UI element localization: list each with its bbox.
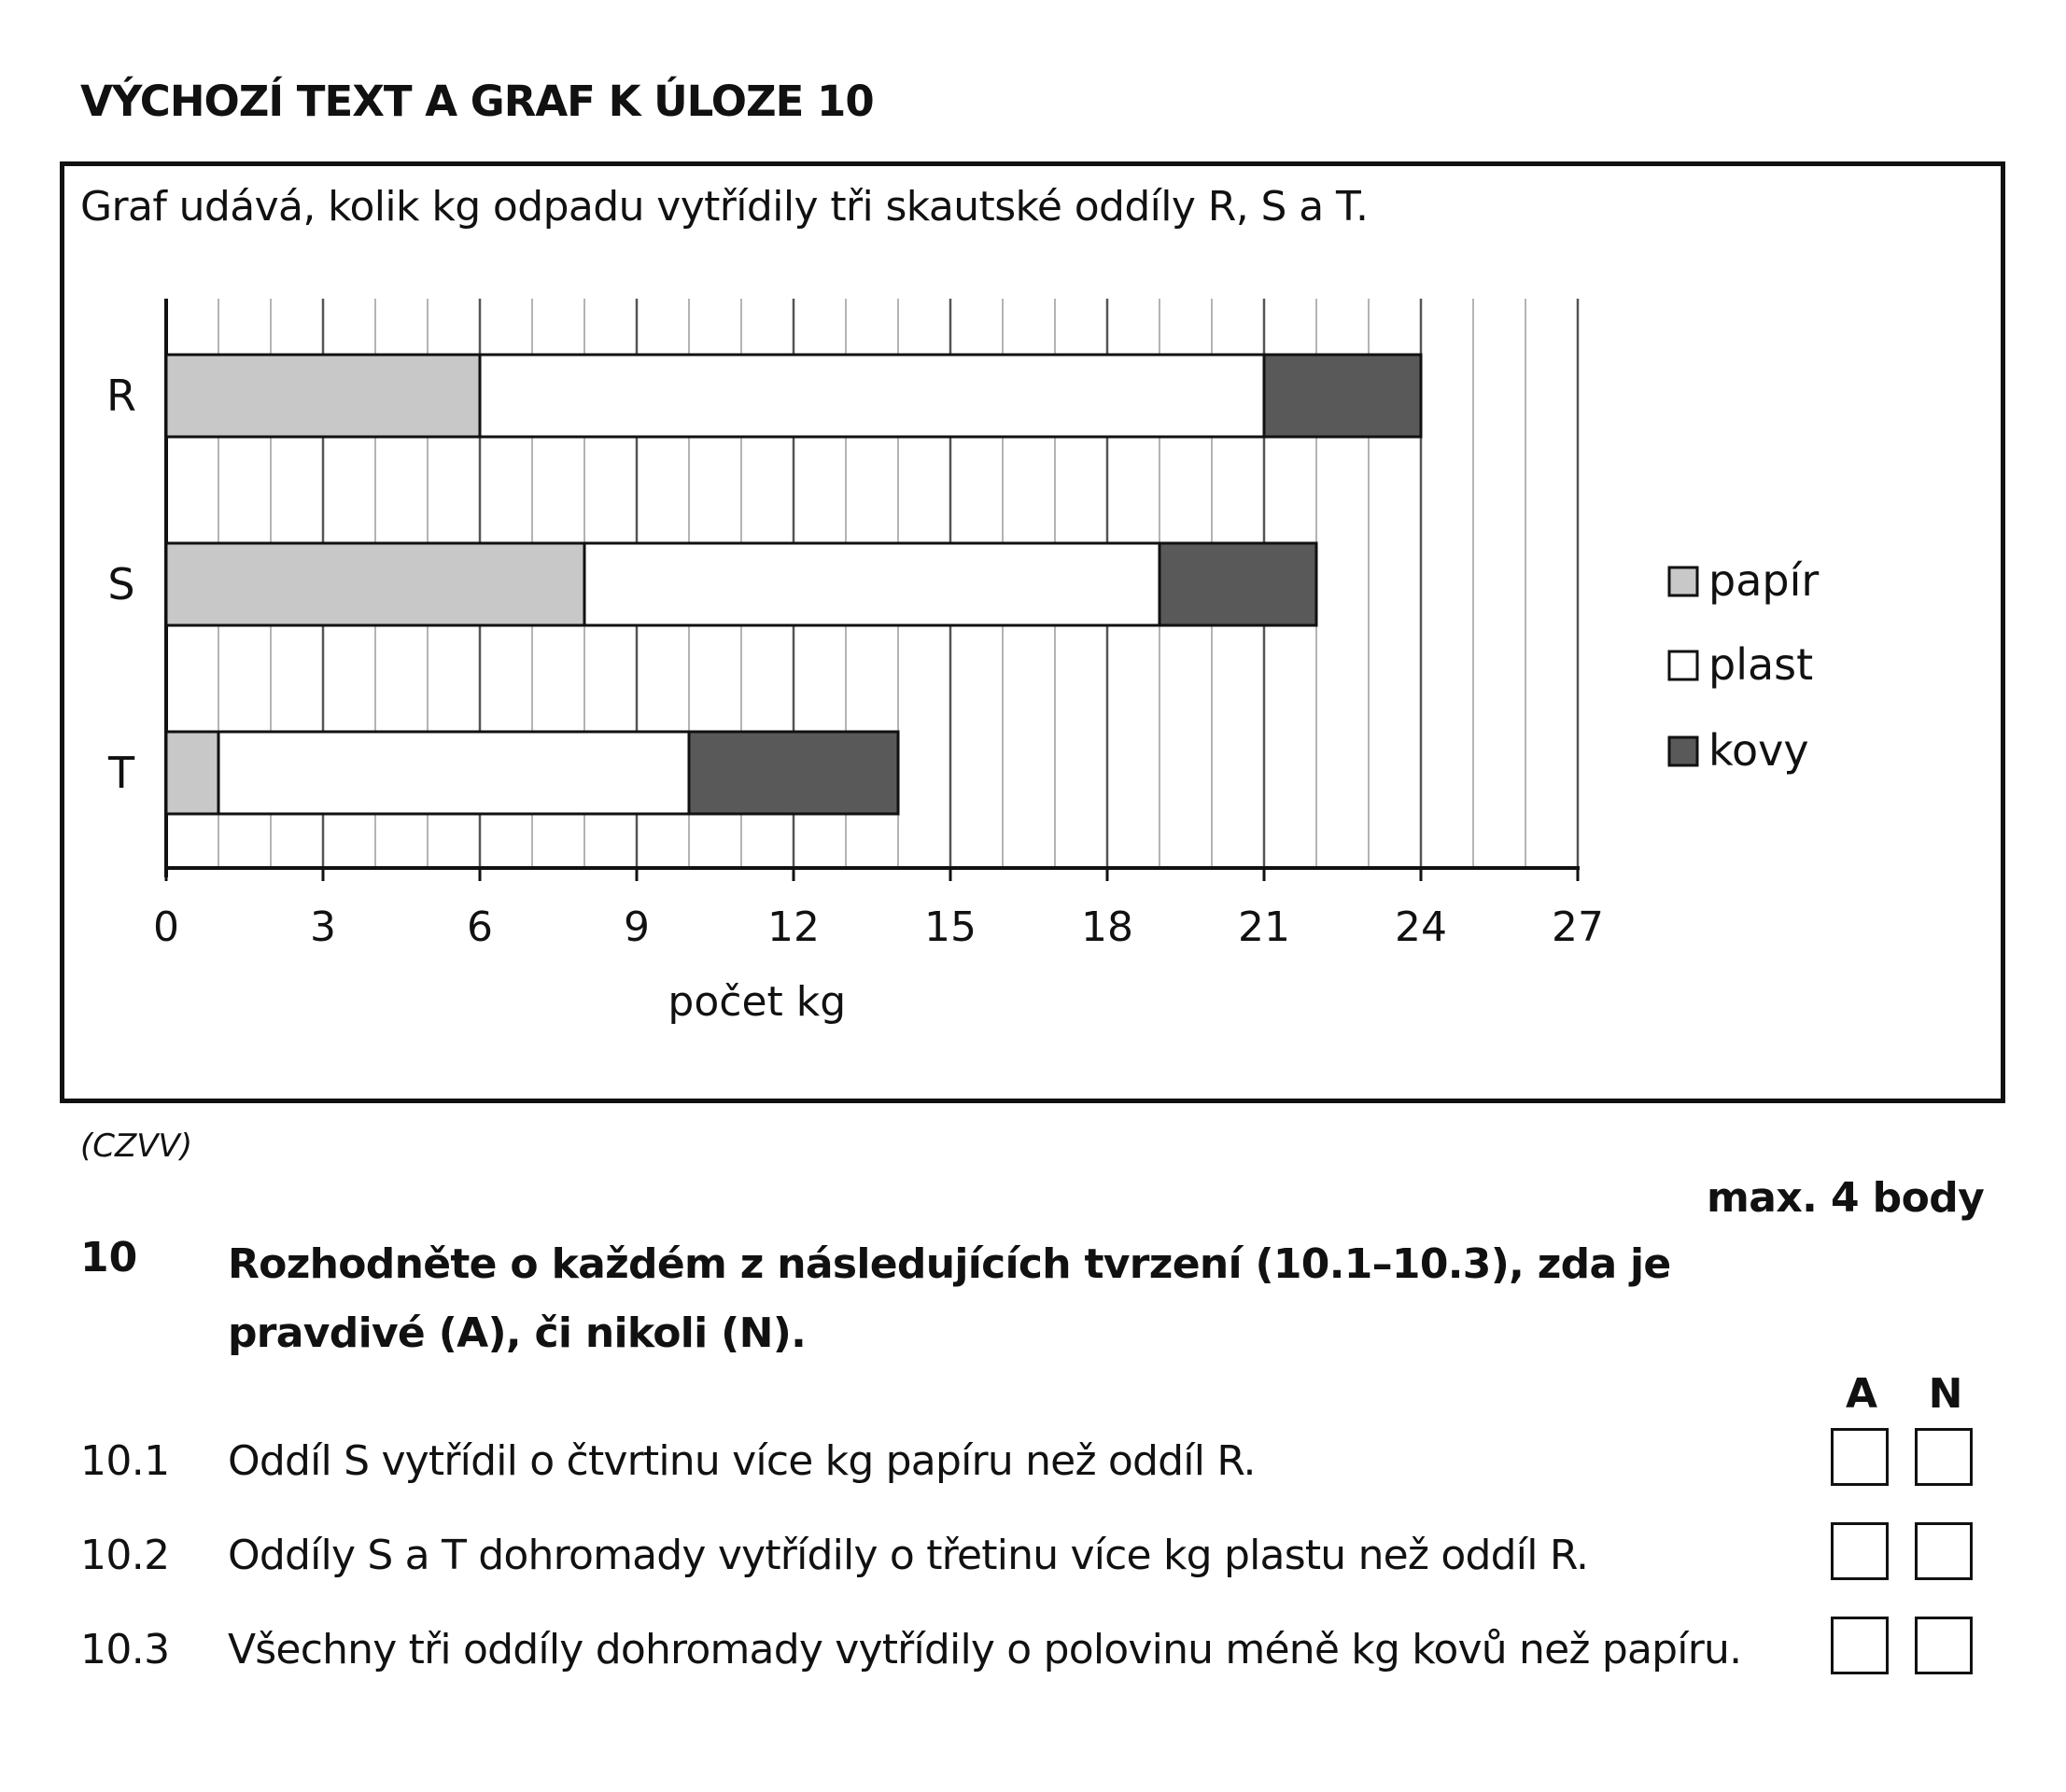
column-header-n: N	[1928, 1370, 1963, 1418]
bar-segment-plast	[583, 541, 1161, 627]
column-header-a: A	[1845, 1370, 1878, 1418]
statement-10-1: 10.1 Oddíl S vytřídil o čtvrtinu více kg…	[0, 1428, 2066, 1512]
answer-a-checkbox[interactable]	[1831, 1522, 1889, 1580]
statement-number: 10.2	[80, 1532, 170, 1579]
max-points: max. 4 body	[1707, 1174, 1985, 1222]
task-instruction: Rozhodněte o každém z následujících tvrz…	[228, 1240, 1671, 1357]
x-tick-label: 0	[153, 903, 179, 951]
x-tick-label: 21	[1238, 903, 1290, 951]
x-axis-label: počet kg	[668, 978, 846, 1026]
answer-a-checkbox[interactable]	[1831, 1428, 1889, 1486]
statement-10-2: 10.2 Oddíly S a T dohromady vytřídily o …	[0, 1522, 2066, 1606]
answer-a-checkbox[interactable]	[1831, 1617, 1889, 1674]
category-label: R	[106, 371, 136, 421]
legend-label: papír	[1708, 555, 1819, 606]
category-label: S	[107, 559, 134, 609]
chart-frame	[60, 161, 2005, 1103]
statement-text: Oddíly S a T dohromady vytřídily o třeti…	[228, 1532, 1589, 1579]
legend-swatch	[1667, 735, 1699, 767]
x-tick-label: 12	[767, 903, 820, 951]
statement-10-3: 10.3 Všechny tři oddíly dohromady vytříd…	[0, 1617, 2066, 1701]
legend-label: kovy	[1708, 725, 1809, 776]
statement-number: 10.1	[80, 1437, 170, 1485]
bar-segment-papír	[164, 353, 482, 439]
source-note: (CZVV)	[80, 1127, 193, 1165]
intro-text: Graf udává, kolik kg odpadu vytřídily tř…	[80, 183, 1369, 231]
x-tick-label: 6	[467, 903, 493, 951]
x-tick-label: 24	[1395, 903, 1447, 951]
statement-text: Oddíl S vytřídil o čtvrtinu více kg papí…	[228, 1437, 1257, 1485]
legend-label: plast	[1708, 639, 1813, 690]
bar-segment-kovy	[1158, 541, 1318, 627]
bar-segment-papír	[164, 730, 220, 816]
answer-n-checkbox[interactable]	[1915, 1522, 1973, 1580]
x-tick-label: 18	[1081, 903, 1133, 951]
x-tick-label: 3	[310, 903, 336, 951]
statement-number: 10.3	[80, 1626, 170, 1673]
answer-n-checkbox[interactable]	[1915, 1617, 1973, 1674]
section-heading: VÝCHOZÍ TEXT A GRAF K ÚLOZE 10	[80, 77, 875, 126]
answer-n-checkbox[interactable]	[1915, 1428, 1973, 1486]
x-tick-label: 15	[924, 903, 977, 951]
x-tick-label: 27	[1552, 903, 1604, 951]
bar-segment-kovy	[1262, 353, 1423, 439]
legend-swatch	[1667, 650, 1699, 681]
bar-segment-kovy	[687, 730, 900, 816]
legend-swatch	[1667, 566, 1699, 597]
x-tick-label: 9	[624, 903, 650, 951]
bar-segment-plast	[478, 353, 1266, 439]
statement-text: Všechny tři oddíly dohromady vytřídily o…	[228, 1626, 1742, 1673]
task-number: 10	[80, 1234, 138, 1281]
bar-segment-plast	[217, 730, 691, 816]
category-label: T	[107, 748, 135, 798]
bar-segment-papír	[164, 541, 586, 627]
